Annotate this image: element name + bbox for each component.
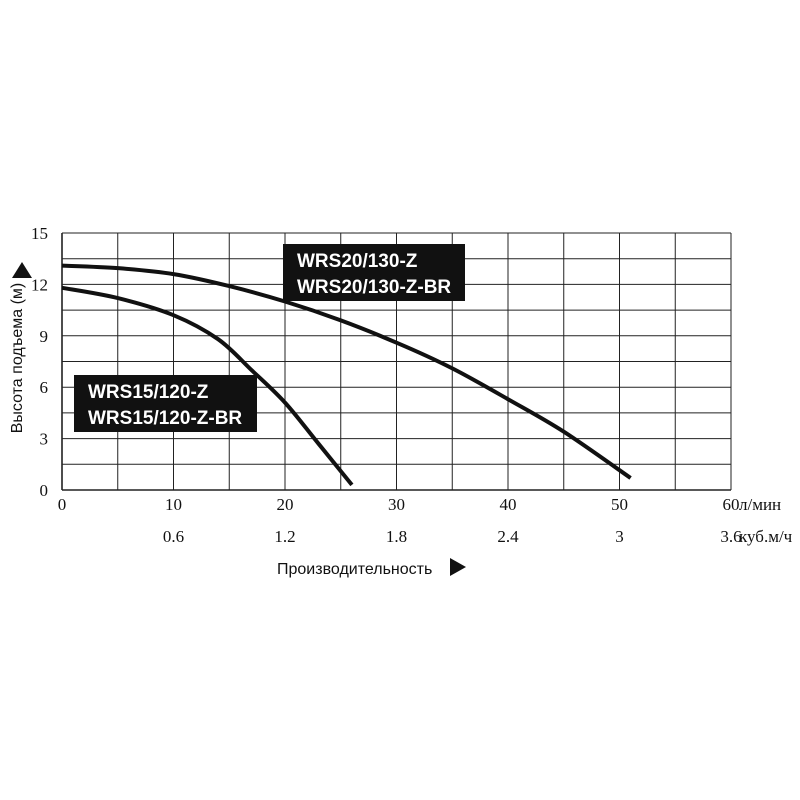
x-tick-label: 40 xyxy=(500,495,517,514)
series-line-wrs20 xyxy=(61,263,632,480)
x2-tick-label: 1.2 xyxy=(274,527,295,546)
series-line-wrs15 xyxy=(61,285,354,487)
x-axis-title: Производительность xyxy=(277,561,432,578)
curves xyxy=(61,263,632,487)
y-axis-title: Высота подъема (м) xyxy=(9,283,26,433)
series-label-wrs15-line1: WRS15/120-Z xyxy=(88,382,209,403)
x-axis-arrow-icon xyxy=(450,558,466,576)
series-label-wrs20-box xyxy=(283,244,465,301)
y-axis-arrow-icon xyxy=(12,262,32,278)
x-tick-label: 20 xyxy=(277,495,294,514)
series-label-wrs15-line2: WRS15/120-Z-BR xyxy=(88,408,242,429)
x-tick-labels-secondary: 0.6 1.2 1.8 2.4 3 3.6 xyxy=(163,527,742,546)
y-tick-label: 0 xyxy=(40,481,49,500)
y-tick-labels: 0 3 6 9 12 15 xyxy=(31,224,48,500)
x2-tick-label: 1.8 xyxy=(386,527,407,546)
x-unit-lpm: л/мин xyxy=(739,495,781,514)
series-label-wrs20: WRS20/130-Z WRS20/130-Z-BR xyxy=(283,244,465,301)
x-tick-label: 0 xyxy=(58,495,67,514)
x-tick-label: 60 xyxy=(723,495,740,514)
x2-tick-label: 0.6 xyxy=(163,527,184,546)
x2-tick-label: 3 xyxy=(615,527,624,546)
x-unit-m3h: куб.м/ч xyxy=(739,527,793,546)
y-tick-label: 9 xyxy=(40,327,49,346)
x-tick-label: 50 xyxy=(611,495,628,514)
x-tick-label: 30 xyxy=(388,495,405,514)
x2-tick-label: 3.6 xyxy=(720,527,741,546)
y-tick-label: 15 xyxy=(31,224,48,243)
series-label-wrs20-line2: WRS20/130-Z-BR xyxy=(297,277,451,298)
x-tick-label: 10 xyxy=(165,495,182,514)
y-tick-label: 12 xyxy=(31,275,48,294)
x2-tick-label: 2.4 xyxy=(497,527,519,546)
y-tick-label: 6 xyxy=(40,378,49,397)
series-label-wrs15: WRS15/120-Z WRS15/120-Z-BR xyxy=(74,375,257,432)
y-tick-label: 3 xyxy=(40,430,49,449)
series-label-wrs15-box xyxy=(74,375,257,432)
x-tick-labels-primary: 0 10 20 30 40 50 60 xyxy=(58,495,740,514)
series-label-wrs20-line1: WRS20/130-Z xyxy=(297,251,418,272)
